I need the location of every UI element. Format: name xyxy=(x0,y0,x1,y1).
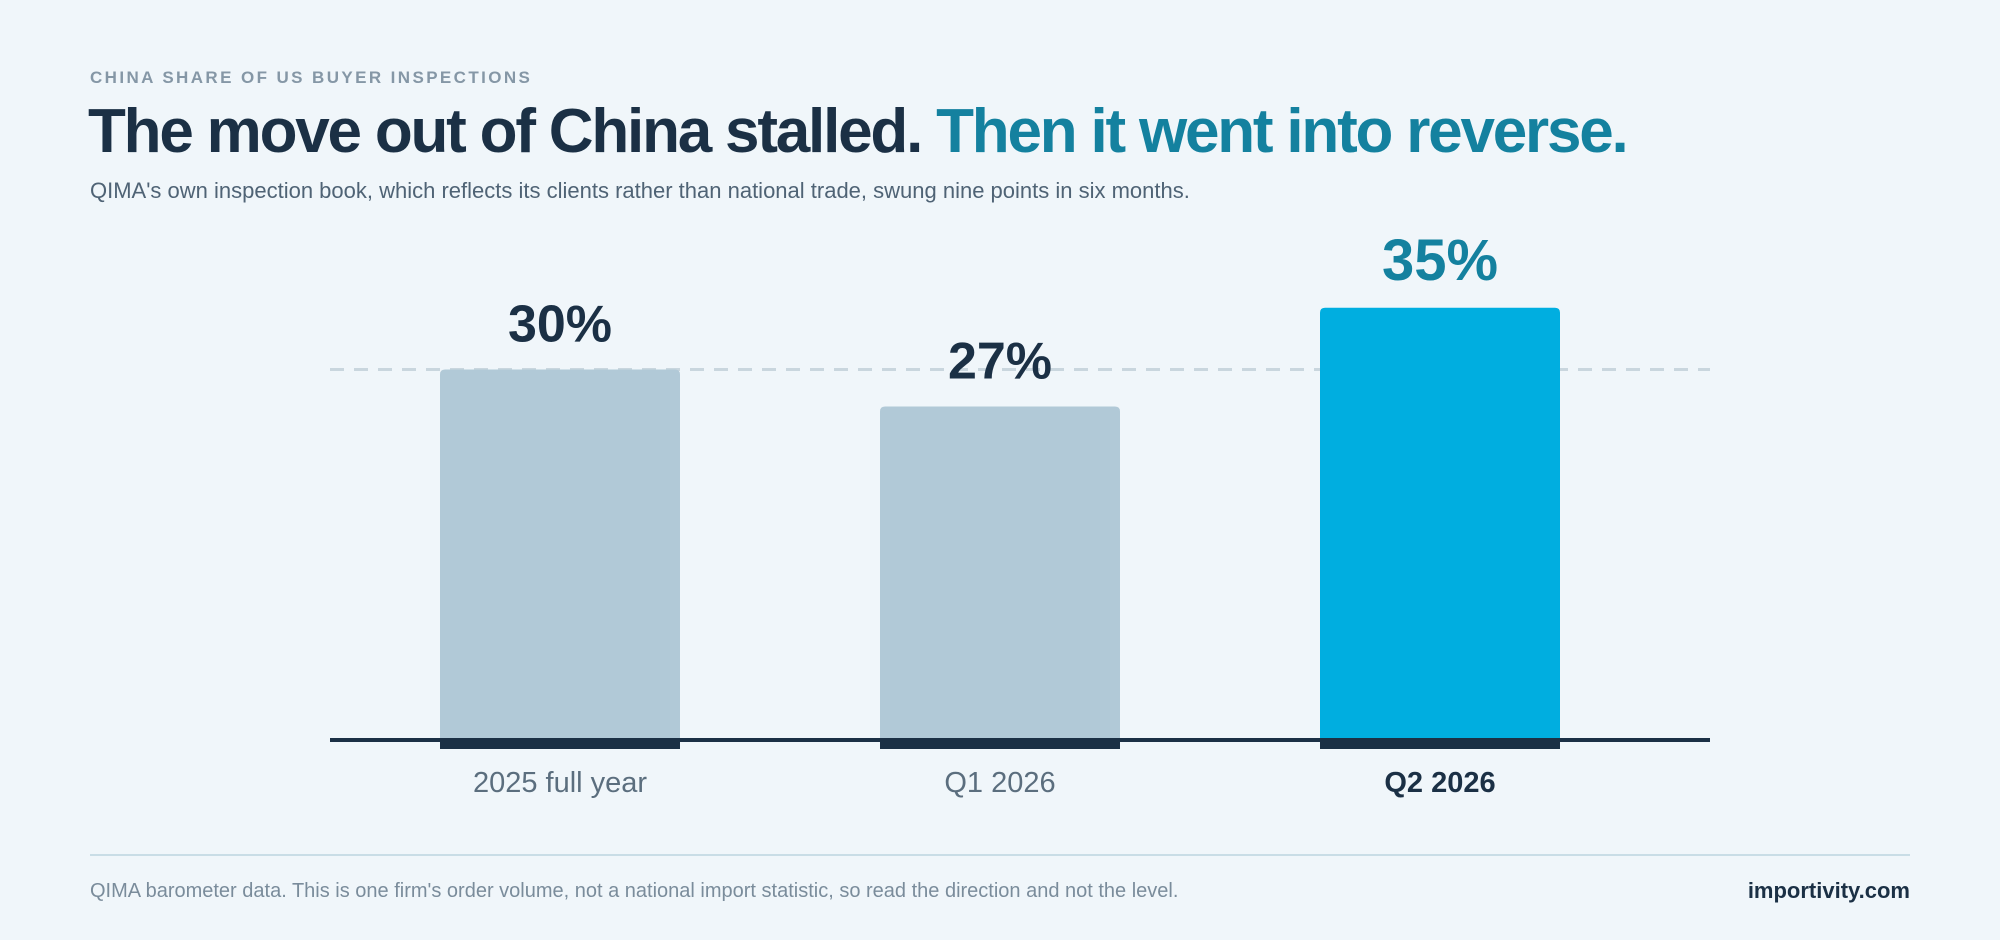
value-label-2: 35% xyxy=(1382,228,1498,293)
tick-label-0: 2025 full year xyxy=(473,767,647,799)
bar-chart: 30% 2025 full year 27% Q1 2026 35% Q2 2026 xyxy=(330,228,1710,799)
headline-main: The move out of China stalled. xyxy=(88,97,923,166)
bar-base-0 xyxy=(440,740,680,749)
bar-0 xyxy=(440,369,680,740)
bar-2 xyxy=(1320,307,1560,740)
value-label-0: 30% xyxy=(508,296,612,354)
tick-label-1: Q1 2026 xyxy=(944,767,1055,799)
bar-1 xyxy=(880,406,1120,740)
chart-headline: The move out of China stalled. Then it w… xyxy=(88,96,1629,167)
value-label-1: 27% xyxy=(948,333,1052,391)
headline-accent: Then it went into reverse. xyxy=(936,97,1629,166)
footer-divider xyxy=(90,854,1910,856)
bar-base-1 xyxy=(880,740,1120,749)
bar-base-2 xyxy=(1320,740,1560,749)
source-note: QIMA barometer data. This is one firm's … xyxy=(90,880,1179,902)
brand-logo: importivity.com xyxy=(1747,878,1910,903)
tick-label-2: Q2 2026 xyxy=(1384,767,1495,799)
chart-eyebrow: CHINA SHARE OF US BUYER INSPECTIONS xyxy=(90,68,533,87)
chart-subtitle: QIMA's own inspection book, which reflec… xyxy=(90,178,1190,203)
